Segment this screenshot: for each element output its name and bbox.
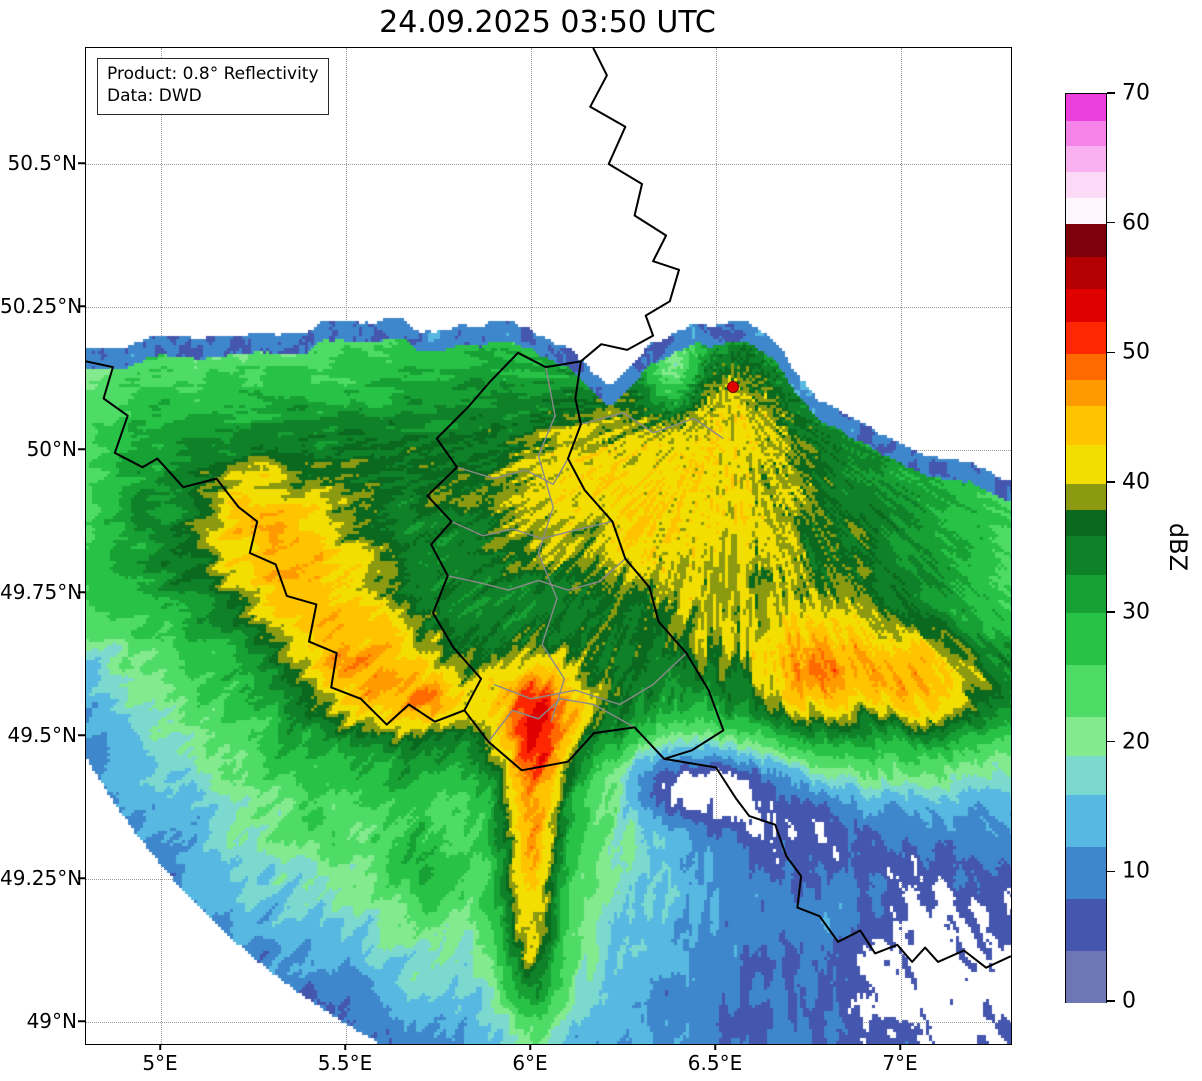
y-tick-mark [78, 1020, 85, 1022]
colorbar-segment [1066, 755, 1106, 796]
admin-boundary [451, 520, 613, 540]
colorbar-segment [1066, 379, 1106, 406]
colorbar-segment [1066, 664, 1106, 718]
y-tick-label: 49.25°N [0, 866, 83, 890]
colorbar-tick-mark [1106, 870, 1115, 873]
colorbar-segment [1066, 612, 1106, 666]
y-tick-label: 49°N [26, 1009, 77, 1033]
x-tick-mark [344, 1043, 346, 1050]
y-tick-label: 50°N [26, 437, 77, 461]
colorbar-segment [1066, 573, 1106, 614]
colorbar-tick-mark [1106, 611, 1115, 613]
colorbar-tick-label: 30 [1122, 599, 1150, 625]
x-tick-label: 5°E [142, 1051, 178, 1075]
plot-title: 24.09.2025 03:50 UTC [379, 5, 716, 40]
colorbar-tick-mark [1106, 351, 1115, 354]
colorbar-tick-label: 10 [1122, 858, 1150, 884]
y-tick-mark [78, 162, 85, 164]
colorbar-segment [1066, 846, 1106, 899]
colorbar-segment [1066, 535, 1106, 575]
x-tick-mark [714, 1043, 716, 1050]
colorbar-segment [1066, 288, 1106, 322]
colorbar-segment [1066, 197, 1106, 225]
colorbar-segment [1066, 898, 1106, 951]
x-tick-label: 7°E [882, 1051, 918, 1075]
radar-reflectivity-layer [86, 48, 1011, 1044]
y-tick-label: 50.25°N [0, 294, 83, 318]
colorbar-tick-label: 20 [1122, 729, 1150, 755]
admin-boundary [493, 652, 687, 706]
country-boundary [426, 351, 725, 772]
y-tick-mark [78, 305, 85, 307]
x-tick-mark [159, 1043, 161, 1050]
colorbar-tick-label: 40 [1122, 469, 1150, 495]
colorbar-segment [1066, 353, 1106, 380]
x-tick-label: 5.5°E [317, 1051, 373, 1075]
colorbar-segment [1066, 405, 1106, 445]
product-info-box: Product: 0.8° Reflectivity Data: DWD [97, 58, 329, 115]
country-boundary [664, 757, 1011, 969]
colorbar-tick-label: 70 [1122, 80, 1150, 106]
colorbar-tick-label: 0 [1122, 988, 1136, 1014]
colorbar-segment [1066, 483, 1106, 510]
colorbar-segment [1066, 950, 1106, 1003]
data-source-line: Data: DWD [107, 86, 202, 107]
admin-boundary [537, 366, 565, 722]
colorbar-tick-mark [1106, 221, 1115, 224]
colorbar-axis-label: dBZ [1164, 522, 1192, 572]
admin-boundary [456, 458, 569, 485]
y-tick-mark [78, 448, 85, 450]
x-tick-mark [529, 1043, 531, 1050]
x-tick-mark [899, 1043, 901, 1050]
y-tick-label: 49.5°N [7, 723, 78, 747]
admin-boundary [580, 412, 724, 440]
colorbar [1065, 93, 1107, 1003]
colorbar-segment [1066, 94, 1106, 121]
colorbar-segment [1066, 321, 1106, 355]
colorbar-segment [1066, 145, 1106, 173]
colorbar-tick-mark [1106, 481, 1115, 483]
country-boundary [580, 48, 680, 363]
y-tick-mark [78, 877, 85, 879]
y-tick-label: 50.5°N [7, 151, 78, 175]
admin-boundary [447, 558, 626, 591]
colorbar-tick-mark [1106, 740, 1115, 743]
colorbar-tick-mark [1106, 1000, 1115, 1002]
colorbar-tick-label: 60 [1122, 210, 1150, 236]
colorbar-segment [1066, 119, 1106, 147]
x-tick-label: 6.5°E [687, 1051, 743, 1075]
y-tick-mark [78, 734, 85, 736]
colorbar-segment [1066, 716, 1106, 757]
radar-site-marker [726, 381, 739, 394]
country-boundary [86, 360, 465, 726]
colorbar-segment [1066, 444, 1106, 484]
x-tick-label: 6°E [512, 1051, 548, 1075]
colorbar-segment [1066, 171, 1106, 199]
y-tick-label: 49.75°N [0, 580, 83, 604]
colorbar-segment [1066, 794, 1106, 847]
colorbar-segment [1066, 509, 1106, 536]
colorbar-segment [1066, 256, 1106, 290]
colorbar-tick-label: 50 [1122, 339, 1150, 365]
admin-boundary [487, 698, 635, 743]
colorbar-tick-mark [1106, 92, 1115, 94]
product-info-line: Product: 0.8° Reflectivity [107, 64, 319, 84]
colorbar-segment [1066, 223, 1106, 257]
border-layer [86, 48, 1011, 969]
map-plot-area: Product: 0.8° Reflectivity Data: DWD [85, 47, 1012, 1045]
y-tick-mark [78, 591, 85, 593]
